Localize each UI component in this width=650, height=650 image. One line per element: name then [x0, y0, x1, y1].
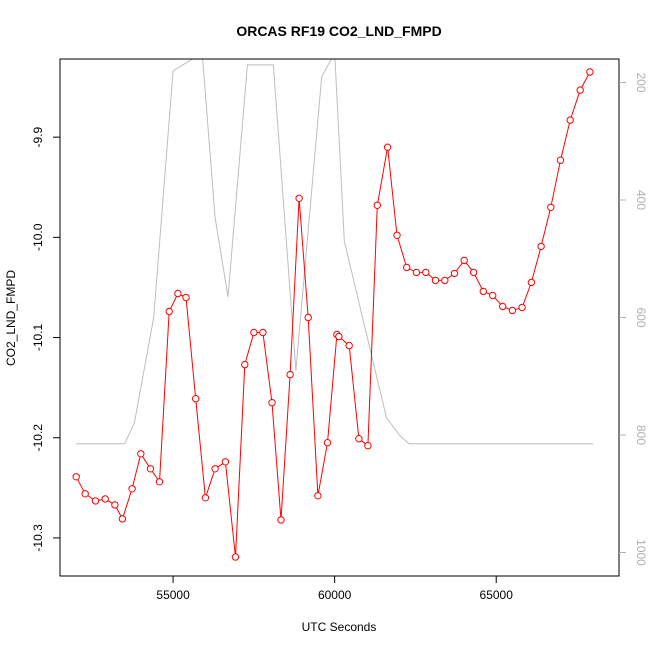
y-tick-label: -9.9	[31, 127, 45, 148]
y-tick-label: -10.2	[31, 424, 45, 452]
y-tick-label: -10.0	[31, 223, 45, 251]
data-point	[146, 465, 155, 473]
data-point	[137, 450, 145, 458]
y-tick-label: -10.1	[31, 324, 45, 352]
chart-title: ORCAS RF19 CO2_LND_FMPD	[236, 23, 441, 39]
plot-series	[72, 59, 594, 561]
x-axis-label: UTC Seconds	[302, 620, 377, 634]
data-point	[355, 435, 363, 443]
data-point	[201, 494, 210, 502]
data-point	[174, 289, 182, 298]
data-point	[182, 293, 190, 302]
data-point	[460, 256, 468, 265]
data-point	[422, 268, 430, 277]
x-tick-label: 55000	[156, 588, 190, 602]
data-point	[469, 268, 478, 277]
y-tick-label: -10.3	[31, 524, 45, 552]
data-point	[304, 313, 312, 322]
data-point	[192, 395, 200, 403]
data-point	[259, 328, 267, 337]
data-point	[314, 492, 322, 500]
data-point	[128, 485, 136, 493]
data-point	[393, 231, 401, 240]
data-point	[323, 439, 332, 447]
data-point	[231, 553, 240, 561]
data-point	[118, 515, 127, 523]
data-point	[547, 203, 555, 212]
data-point	[335, 332, 343, 341]
data-point	[489, 291, 497, 300]
data-point	[527, 278, 536, 287]
y2-tick-label: 400	[634, 190, 648, 210]
y-axis: -10.3 -10.2 -10.1 -10.0 -9.9	[31, 127, 60, 552]
data-point	[165, 307, 173, 316]
data-point	[364, 442, 372, 450]
data-point	[111, 501, 119, 509]
data-point	[576, 86, 584, 94]
data-point	[383, 143, 392, 151]
data-point	[286, 370, 294, 379]
data-point	[499, 302, 507, 311]
x-axis: 55000 60000 65000	[156, 576, 513, 602]
data-point	[268, 399, 276, 407]
data-point	[221, 458, 230, 466]
data-point	[508, 306, 517, 315]
co2-series-line	[75, 71, 591, 558]
data-point	[250, 328, 258, 337]
data-point	[155, 478, 164, 486]
data-point	[431, 276, 440, 285]
data-point	[373, 201, 381, 210]
data-point	[72, 473, 80, 481]
data-point	[211, 465, 219, 473]
x-tick-label: 65000	[480, 588, 514, 602]
plot-frame	[59, 58, 620, 577]
y2-tick-label: 1000	[634, 539, 648, 566]
data-point	[518, 303, 526, 312]
data-point	[345, 341, 353, 350]
data-point	[450, 269, 459, 278]
data-point	[91, 497, 100, 505]
data-point	[277, 516, 285, 524]
data-point	[566, 116, 574, 124]
data-point	[241, 360, 249, 369]
data-point	[412, 268, 421, 277]
y2-axis: 200 400 600 800 1000	[619, 72, 648, 566]
x-tick-label: 60000	[318, 588, 352, 602]
y-axis-label: CO2_LND_FMPD	[4, 270, 18, 366]
y2-tick-label: 800	[634, 425, 648, 445]
data-point	[556, 156, 565, 164]
secondary-series-line	[76, 59, 594, 445]
data-point	[101, 495, 109, 503]
data-point	[403, 263, 411, 272]
data-point	[441, 276, 449, 285]
y2-tick-label: 200	[634, 72, 648, 92]
data-point	[295, 194, 303, 203]
data-point	[586, 68, 594, 76]
data-point	[81, 490, 89, 498]
data-point	[537, 242, 545, 251]
data-point	[479, 287, 487, 296]
y2-tick-label: 600	[634, 307, 648, 327]
